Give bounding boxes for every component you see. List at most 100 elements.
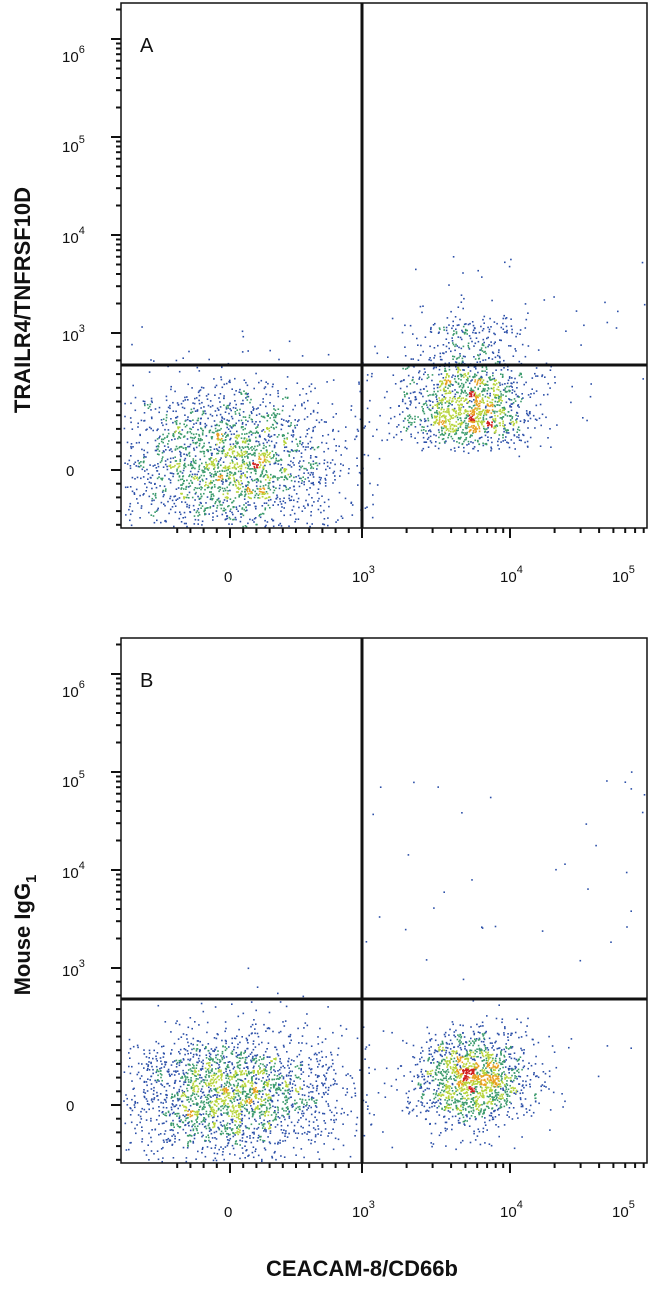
event-dot [186,432,189,434]
event-dot [188,491,191,494]
event-dot [233,1093,235,1096]
event-dot [244,491,246,493]
event-dot [550,365,552,368]
event-dot [462,432,465,434]
event-dot [238,496,240,498]
event-dot [176,1091,179,1094]
event-dot [481,399,483,401]
event-dot [183,480,185,482]
event-dot [158,450,161,452]
event-dot [474,380,476,383]
event-dot [415,268,417,271]
event-dot [238,505,241,507]
event-dot [224,431,227,434]
event-dot [252,1111,255,1113]
event-dot [213,484,216,486]
event-dot [318,1158,321,1160]
event-dot [493,412,496,414]
event-dot [213,1123,215,1125]
event-dot [202,387,205,389]
event-dot [480,420,483,422]
event-dot [277,460,279,462]
event-dot [465,374,467,377]
event-dot [455,358,458,360]
event-dot [312,446,314,449]
event-dot [509,405,511,408]
event-dot [131,476,134,479]
event-dot [412,333,414,335]
event-dot [241,452,243,455]
event-dot [207,393,210,396]
event-dot [372,503,374,506]
event-dot [204,422,206,425]
event-dot [208,458,210,460]
event-dot [213,1050,215,1053]
event-dot [184,420,187,422]
event-dot [461,374,464,377]
event-dot [293,457,295,459]
event-dot [192,466,195,469]
event-dot [496,425,499,427]
event-dot [242,441,244,444]
event-dot [273,428,275,430]
event-dot [228,523,230,525]
event-dot [271,414,273,416]
event-dot [463,297,465,300]
event-dot [429,404,432,407]
event-dot [508,376,511,378]
event-dot [231,501,233,504]
event-dot [459,408,461,410]
event-dot [213,1037,216,1039]
event-dot [123,427,126,430]
event-dot [246,509,248,512]
event-dot [209,1113,211,1115]
event-dot [307,399,309,402]
event-dot [286,438,288,440]
event-dot [132,1088,134,1090]
event-dot [289,499,291,502]
event-dot [191,439,194,442]
event-dot [258,466,261,469]
event-dot [239,1131,241,1134]
event-dot [214,486,216,488]
event-dot [483,414,485,417]
event-dot [437,407,439,409]
event-dot [506,441,508,444]
panel-a-y-tick-label: 104 [62,225,85,247]
event-dot [290,422,292,424]
event-dot [198,370,201,372]
event-dot [473,409,475,411]
event-dot [460,347,463,350]
event-dot [213,1116,215,1118]
event-dot [306,522,308,525]
event-dot [200,1114,202,1116]
event-dot [316,1119,318,1121]
event-dot [554,382,556,384]
event-dot [313,1053,316,1056]
event-dot [491,299,493,302]
event-dot [285,446,288,448]
event-dot [473,366,476,368]
event-dot [136,1073,139,1076]
event-dot [170,1053,172,1055]
event-dot [193,1093,196,1095]
event-dot [225,1089,228,1092]
event-dot [226,454,229,457]
event-dot [173,1111,175,1114]
event-dot [184,516,187,519]
event-dot [462,369,464,371]
event-dot [229,455,231,457]
event-dot [172,1122,175,1125]
event-dot [461,387,464,389]
event-dot [452,417,455,419]
event-dot [278,413,281,415]
event-dot [424,420,426,423]
event-dot [496,401,499,403]
event-dot [242,399,244,402]
event-dot [502,422,504,425]
event-dot [461,422,464,424]
event-dot [432,393,435,396]
event-dot [177,1125,179,1127]
event-dot [289,425,291,428]
event-dot [444,379,447,381]
